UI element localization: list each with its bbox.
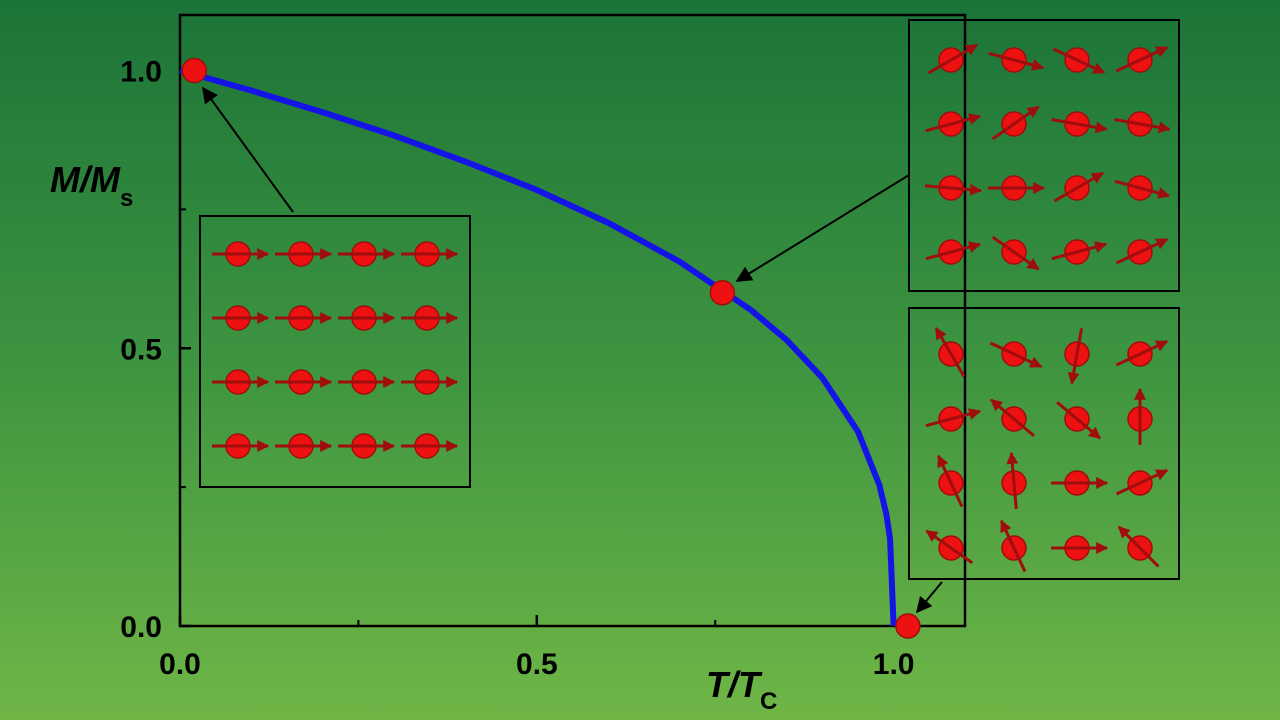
spin-arrow [988, 51, 1045, 71]
x-axis-label-main: T/T [706, 664, 763, 705]
spin-arrow [1006, 451, 1019, 510]
y-tick-label: 0.0 [120, 611, 162, 644]
annotation-arrow [202, 86, 294, 213]
x-axis-label-sub: C [760, 688, 777, 715]
spin-arrow [1115, 339, 1169, 367]
spin-arrow [991, 235, 1040, 271]
y-axis-label-sub: s [120, 185, 133, 212]
y-tick-label: 1.0 [120, 56, 162, 89]
spin-arrow [989, 341, 1043, 369]
inset-box [908, 307, 1180, 580]
x-tick-label: 1.0 [873, 648, 915, 681]
plot-frame [178, 13, 967, 628]
spin-arrow [1053, 171, 1105, 203]
state-point [181, 57, 208, 84]
x-tick-label: 0.0 [159, 648, 201, 681]
spin-arrow [1115, 468, 1169, 496]
spin-arrow [1051, 241, 1108, 261]
spin-arrow [991, 105, 1040, 141]
spin-arrow [925, 241, 982, 261]
y-axis-label-main: M/M [50, 159, 121, 200]
inset-box [199, 215, 471, 488]
spin-arrow [1052, 47, 1106, 75]
spin-arrow [1056, 401, 1101, 440]
spin-arrow [1114, 179, 1171, 199]
spin-arrow [925, 529, 974, 565]
spin-arrow [1115, 237, 1169, 265]
spin-arrow [934, 326, 966, 378]
annotation-arrow [915, 581, 943, 614]
spin-arrow [936, 454, 964, 508]
annotation-arrow [735, 174, 910, 282]
spin-arrow [1067, 328, 1083, 385]
y-axis-label: M/Ms [50, 159, 133, 212]
spin-arrow [925, 113, 982, 133]
spin-arrow [1114, 118, 1171, 134]
insets [199, 19, 1180, 580]
spin-arrow [925, 408, 982, 428]
state-point [709, 279, 736, 306]
spin-arrow [924, 183, 983, 196]
spin-arrow [990, 398, 1035, 437]
y-tick-label: 0.5 [120, 333, 162, 366]
spin-arrow [1051, 118, 1108, 134]
spin-arrow [1117, 525, 1160, 568]
spin-arrow [1115, 45, 1169, 73]
x-tick-label: 0.5 [516, 648, 558, 681]
state-point [895, 613, 921, 639]
x-axis-label: T/TC [706, 664, 777, 715]
spin-arrow [927, 43, 979, 75]
inset-box [908, 19, 1180, 292]
spin-arrow [999, 519, 1027, 573]
